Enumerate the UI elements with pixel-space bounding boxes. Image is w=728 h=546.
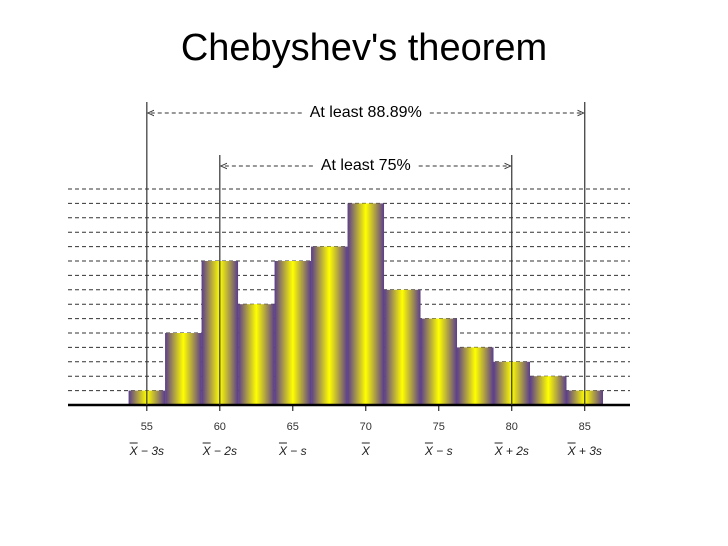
bar (311, 246, 348, 405)
x-tick-label: 75 (433, 421, 445, 433)
bar (165, 333, 202, 405)
bar (457, 347, 494, 405)
annotation: At least 88.89% (310, 104, 422, 121)
bar (420, 318, 458, 405)
x-tick-label: 80 (506, 421, 518, 433)
x-tick-symbol: X − 2s (202, 444, 237, 458)
x-tick-label: 70 (360, 421, 372, 433)
x-tick-label: 60 (214, 421, 226, 433)
bar (384, 289, 421, 405)
chart-title: Chebyshev's theorem (181, 27, 547, 69)
annotation: At least 75% (321, 157, 411, 174)
bar (347, 203, 385, 405)
bar (530, 376, 567, 405)
x-tick-symbol: X + 3s (567, 444, 602, 458)
x-tick-symbol: X − 3s (129, 444, 164, 458)
x-tick-symbol: X (361, 444, 371, 458)
bar (274, 261, 312, 405)
x-tick-symbol: X + 2s (494, 444, 529, 458)
x-tick-symbol: X − s (424, 444, 453, 458)
bar (238, 304, 275, 405)
x-tick-label: 55 (141, 421, 153, 433)
x-tick-label: 85 (579, 421, 591, 433)
x-tick-symbol: X − s (278, 444, 307, 458)
x-tick-label: 65 (287, 421, 299, 433)
